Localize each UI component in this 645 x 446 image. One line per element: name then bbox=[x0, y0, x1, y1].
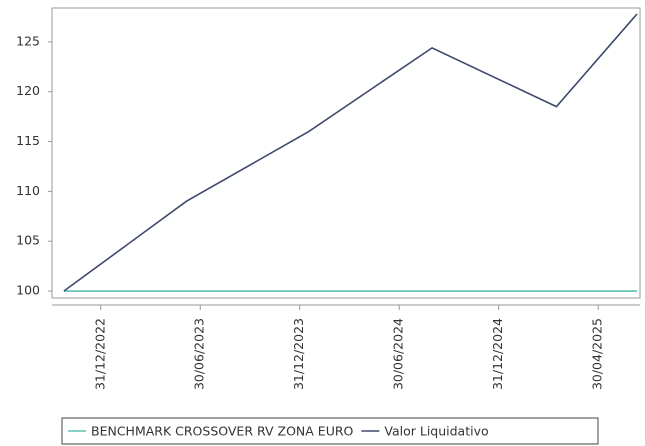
legend-label: BENCHMARK CROSSOVER RV ZONA EURO bbox=[91, 424, 354, 439]
legend-label: Valor Liquidativo bbox=[384, 424, 488, 439]
x-tick-label: 30/06/2023 bbox=[192, 318, 207, 390]
legend-box bbox=[61, 417, 599, 445]
y-tick-label: 120 bbox=[16, 83, 40, 98]
y-tick-label: 110 bbox=[16, 183, 40, 198]
y-tick-label: 125 bbox=[16, 33, 40, 48]
y-tick-label: 100 bbox=[16, 283, 40, 298]
x-tick-label: 31/12/2022 bbox=[92, 318, 107, 390]
series-line bbox=[63, 13, 638, 292]
y-tick-label: 115 bbox=[16, 133, 40, 148]
x-tick-label: 30/06/2024 bbox=[391, 318, 406, 390]
x-tick-label: 31/12/2023 bbox=[291, 318, 306, 390]
plot-frame bbox=[51, 7, 641, 299]
y-tick-label: 105 bbox=[16, 233, 40, 248]
x-tick-label: 30/04/2025 bbox=[590, 318, 605, 390]
x-tick-label: 31/12/2024 bbox=[490, 318, 505, 390]
